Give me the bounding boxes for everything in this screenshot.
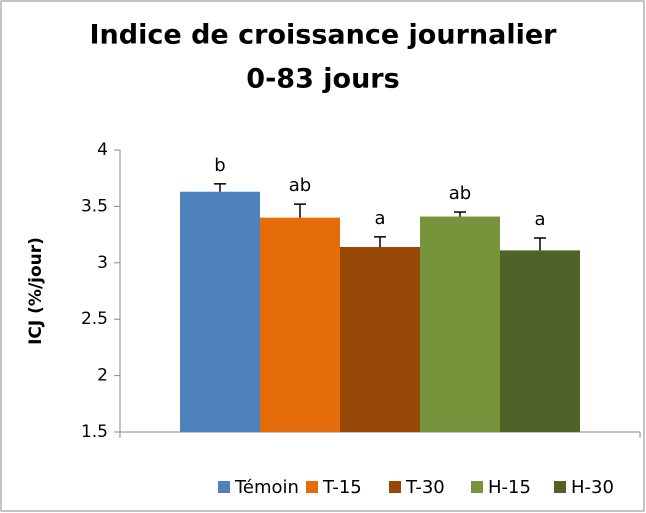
y-tick-label: 4: [97, 140, 108, 160]
bar: [340, 247, 420, 432]
annotation: b: [214, 155, 225, 176]
legend-label: T-30: [405, 477, 445, 498]
bar: [260, 217, 340, 432]
y-tick-label: 1.5: [81, 422, 108, 442]
bar: [180, 191, 260, 432]
y-axis-label: ICJ (%/jour): [26, 237, 46, 345]
legend-label: H-15: [488, 477, 531, 498]
annotation: a: [374, 208, 385, 229]
y-tick-label: 3.5: [81, 196, 108, 216]
bar: [500, 250, 580, 432]
chart-title: Indice de croissance journalier: [90, 20, 558, 51]
y-tick-label: 2: [97, 366, 108, 386]
bar: [420, 216, 500, 432]
legend-swatch: [218, 481, 230, 493]
legend-swatch: [471, 481, 483, 493]
annotation: a: [534, 209, 545, 230]
y-tick-label: 3: [97, 253, 108, 273]
annotation: ab: [449, 183, 471, 204]
annotation: ab: [289, 175, 311, 196]
legend-label: Témoin: [234, 477, 299, 498]
y-tick-label: 2.5: [81, 309, 108, 329]
legend-label: H-30: [571, 477, 614, 498]
chart-subtitle: 0-83 jours: [246, 64, 399, 95]
legend-swatch: [306, 481, 318, 493]
legend-swatch: [554, 481, 566, 493]
legend-swatch: [389, 481, 401, 493]
legend-label: T-15: [322, 477, 362, 498]
